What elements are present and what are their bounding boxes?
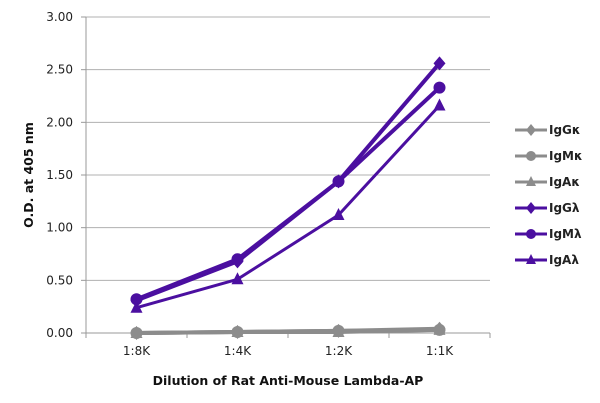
axes: [81, 16, 491, 338]
data-point: [231, 324, 244, 337]
data-point: [332, 324, 345, 337]
legend-marker: [526, 254, 536, 264]
legend-item: IgAκ: [515, 175, 580, 189]
legend-marker: [526, 202, 536, 214]
series-line: [135, 86, 441, 302]
data-point: [433, 98, 446, 111]
x-tick-labels: 1:8K 1:4K 1:2K 1:1K: [123, 344, 454, 358]
data-point: [433, 81, 446, 94]
data-point: [332, 175, 345, 188]
legend-label: IgGλ: [549, 201, 580, 215]
legend-label: IgAλ: [549, 253, 579, 267]
legend-item: IgAλ: [515, 253, 579, 267]
data-point: [231, 272, 244, 285]
legend-item: IgMκ: [515, 149, 583, 163]
legend-label: IgMκ: [549, 149, 583, 163]
x-axis-title: Dilution of Rat Anti-Mouse Lambda-AP: [153, 373, 424, 388]
data-point: [231, 253, 244, 266]
series-IgGλ: [130, 56, 446, 308]
data-point: [130, 300, 143, 313]
legend-label: IgGκ: [549, 123, 580, 137]
y-axis-title: O.D. at 405 nm: [21, 122, 36, 228]
x-tick-label: 1:4K: [224, 344, 252, 358]
legend-item: IgGλ: [515, 201, 580, 215]
legend-marker: [526, 124, 536, 136]
series-line: [136, 104, 441, 310]
x-tick-label: 1:1K: [426, 344, 454, 358]
data-point: [130, 293, 143, 306]
legend-item: IgMλ: [515, 227, 582, 241]
y-tick-label: 0.00: [46, 326, 73, 340]
y-tick-labels: 0.00 0.50 1.00 1.50 2.00 2.50 3.00: [46, 10, 73, 340]
legend-label: IgAκ: [549, 175, 580, 189]
legend-marker: [526, 229, 536, 239]
series-IgAκ: [130, 322, 446, 338]
gridlines: [86, 16, 490, 281]
series-line: [136, 327, 440, 335]
y-tick-label: 2.00: [46, 115, 73, 129]
y-tick-label: 1.00: [46, 221, 73, 235]
data-point: [433, 322, 446, 335]
data-point: [433, 56, 446, 71]
legend-item: IgGκ: [515, 123, 580, 137]
y-tick-label: 2.50: [46, 63, 73, 77]
data-point: [332, 208, 345, 221]
legend-marker: [526, 151, 536, 161]
series-IgMλ: [130, 81, 446, 306]
legend-marker: [526, 176, 536, 186]
legend-label: IgMλ: [549, 227, 582, 241]
x-tick-label: 1:8K: [123, 344, 151, 358]
y-tick-label: 0.50: [46, 273, 73, 287]
x-tick-label: 1:2K: [325, 344, 353, 358]
y-tick-label: 1.50: [46, 168, 73, 182]
series-line: [135, 62, 442, 303]
legend: IgGκ IgMκ IgAκ IgGλ IgMλ IgAλ: [515, 123, 583, 267]
y-tick-label: 3.00: [46, 10, 73, 24]
series-IgAλ: [130, 98, 446, 313]
series-group: [130, 56, 446, 340]
data-point: [130, 326, 143, 338]
